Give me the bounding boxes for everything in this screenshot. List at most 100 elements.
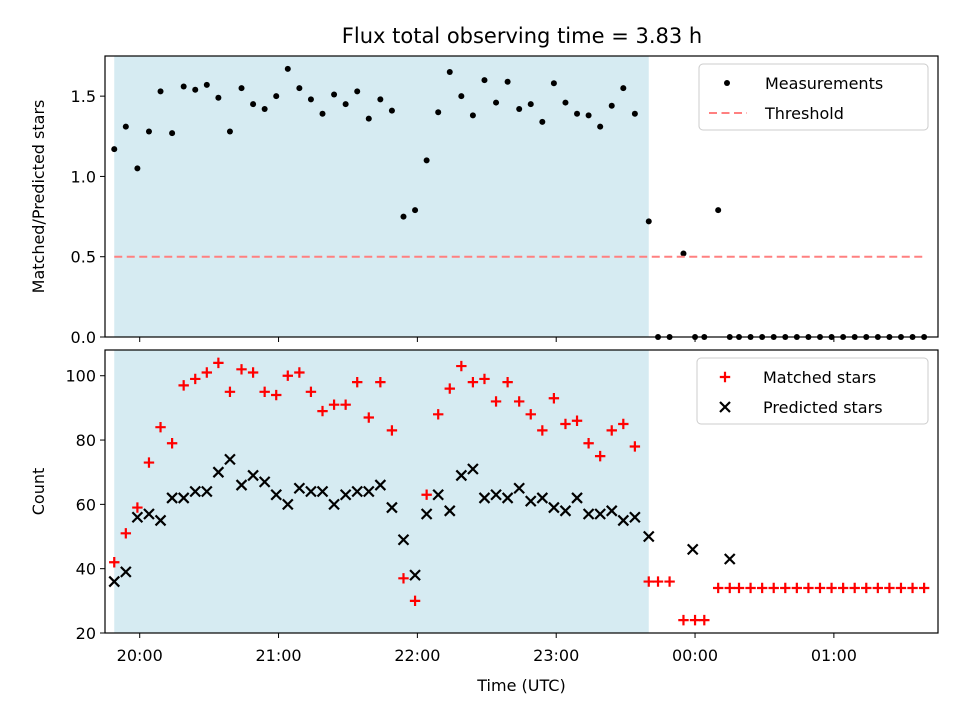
matched-point — [201, 367, 213, 378]
y-tick-label: 100 — [65, 367, 96, 386]
matched-point — [826, 582, 837, 594]
predicted-point — [316, 485, 329, 498]
measurement-point — [481, 77, 488, 84]
predicted-point — [166, 492, 178, 504]
measurement-point — [435, 109, 442, 116]
measurement-point — [273, 93, 280, 100]
matched-point — [259, 386, 270, 398]
predicted-point — [455, 469, 468, 482]
matched-point — [895, 582, 907, 594]
measurement-point — [412, 207, 419, 214]
matched-point — [247, 367, 259, 378]
predicted-point — [247, 469, 259, 482]
x-tick-label: 20:00 — [117, 646, 163, 665]
matched-point — [560, 418, 571, 430]
observing-span-shade — [114, 350, 649, 633]
matched-point — [837, 582, 849, 594]
predicted-point — [605, 505, 618, 517]
measurement-point — [134, 165, 141, 172]
matched-point — [294, 367, 305, 378]
matched-point — [594, 450, 606, 462]
matched-point — [791, 582, 803, 594]
matched-point — [178, 380, 189, 391]
predicted-point — [617, 514, 630, 527]
measurement-point — [342, 101, 349, 108]
measurement-point — [145, 128, 152, 135]
matched-point — [583, 438, 594, 449]
measurement-point — [215, 94, 222, 101]
predicted-point — [282, 498, 294, 511]
matched-point — [386, 425, 398, 436]
matched-point — [213, 357, 224, 369]
matched-point — [444, 383, 455, 394]
measurement-point — [180, 83, 187, 90]
matched-point — [907, 582, 918, 594]
measurement-point — [645, 218, 652, 225]
legend: Measurements Threshold — [698, 63, 929, 131]
predicted-point — [467, 463, 479, 475]
matched-point — [768, 582, 779, 594]
measurement-point — [715, 207, 722, 214]
measurement-point — [250, 101, 257, 108]
measurement-point — [192, 86, 199, 93]
matched-point — [689, 614, 701, 626]
measurement-point — [504, 78, 511, 85]
measurement-point — [539, 118, 546, 125]
matched-point — [712, 582, 724, 594]
predicted-point — [409, 569, 421, 581]
matched-point — [282, 370, 293, 381]
matched-point — [571, 415, 583, 426]
predicted-point — [629, 511, 641, 524]
y-tick-label: 60 — [76, 495, 96, 514]
matched-point — [618, 418, 629, 430]
matched-point — [166, 438, 178, 449]
measurement-point — [562, 99, 569, 106]
top-panel: 0.0 0.5 1.0 1.5 Matched/Predicted stars Measu… — [29, 55, 939, 347]
predicted-point — [351, 485, 363, 498]
predicted-point — [571, 492, 583, 504]
measurement-point — [527, 101, 534, 108]
measurement-point — [388, 107, 395, 114]
measurement-point — [631, 110, 638, 117]
observing-span-shade — [114, 56, 649, 337]
predicted-point — [120, 566, 132, 578]
predicted-point — [224, 453, 236, 466]
measurement-point — [423, 157, 430, 164]
predicted-point — [723, 553, 736, 565]
predicted-point — [642, 530, 655, 543]
matched-point — [363, 412, 374, 423]
measurement-point — [469, 112, 476, 119]
chart-title: Flux total observing time = 3.83 h — [342, 24, 702, 48]
measurement-point — [400, 213, 407, 220]
predicted-point — [328, 498, 340, 511]
x-tick-label: 23:00 — [533, 646, 579, 665]
measurement-point — [261, 105, 268, 112]
measurement-point — [331, 91, 338, 98]
predicted-point — [594, 508, 606, 520]
axes-frame — [104, 349, 939, 634]
matched-point — [340, 399, 351, 410]
legend-box — [696, 357, 929, 425]
measurement-point — [620, 85, 627, 92]
y-tick-label: 40 — [76, 560, 96, 579]
matched-point — [132, 502, 143, 513]
predicted-point — [397, 533, 410, 546]
matched-point — [120, 528, 132, 539]
measurement-point — [550, 80, 557, 87]
matched-point — [155, 421, 166, 433]
matched-point — [328, 399, 340, 410]
measurement-point — [319, 110, 326, 117]
matched-point — [224, 386, 236, 398]
matched-point — [652, 576, 664, 587]
matched-point — [398, 573, 409, 584]
predicted-point — [131, 511, 144, 524]
legend: Matched stars Predicted stars — [696, 357, 929, 425]
predicted-point — [143, 508, 155, 520]
matched-point — [467, 376, 479, 388]
predicted-point — [559, 505, 572, 517]
matched-point — [502, 376, 513, 388]
predicted-point — [293, 482, 306, 495]
measurement-point — [574, 110, 581, 117]
matched-point — [525, 409, 536, 420]
